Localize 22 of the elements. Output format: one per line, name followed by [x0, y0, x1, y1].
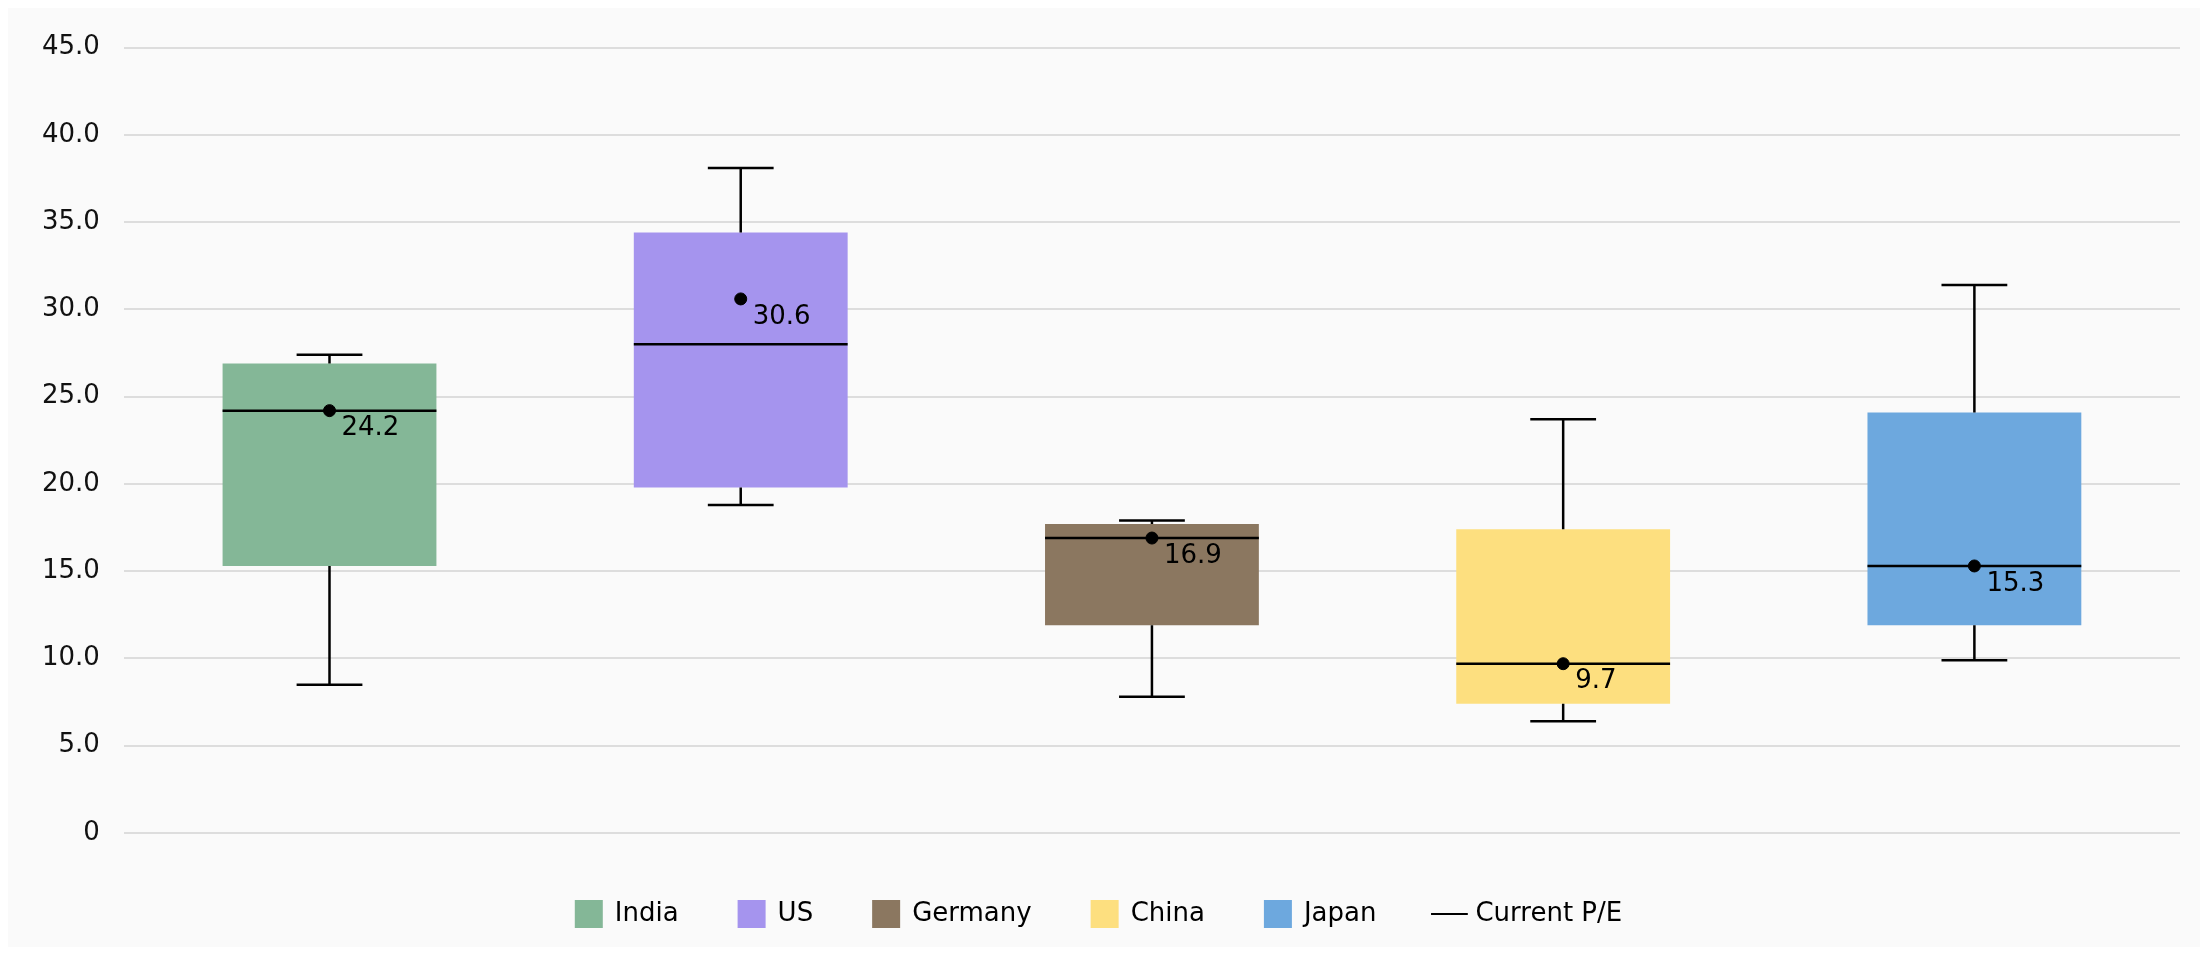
data-label: 30.6	[752, 299, 811, 330]
point	[734, 292, 748, 306]
y-tick-label: 15.0	[42, 553, 100, 584]
data-label: 15.3	[1986, 566, 2045, 597]
y-tick-label: 45.0	[42, 30, 100, 61]
legend-label: Germany	[912, 896, 1032, 927]
y-tick-label: 20.0	[42, 466, 100, 497]
y-tick-label: 25.0	[42, 379, 100, 410]
y-tick-label: 0	[83, 815, 100, 846]
legend-label: India	[614, 896, 679, 927]
legend-label: US	[777, 896, 814, 927]
y-tick-label: 10.0	[42, 641, 100, 672]
legend-label: Japan	[1301, 896, 1377, 927]
y-tick-label: 5.0	[58, 728, 100, 759]
legend-label: Current P/E	[1475, 896, 1623, 927]
y-tick-label: 35.0	[42, 204, 100, 235]
data-label: 24.2	[341, 411, 400, 442]
y-tick-label: 30.0	[42, 292, 100, 323]
y-tick-label: 40.0	[42, 117, 100, 148]
data-label: 16.9	[1163, 538, 1222, 569]
legend-label: China	[1130, 896, 1205, 927]
data-label: 9.7	[1575, 664, 1617, 695]
